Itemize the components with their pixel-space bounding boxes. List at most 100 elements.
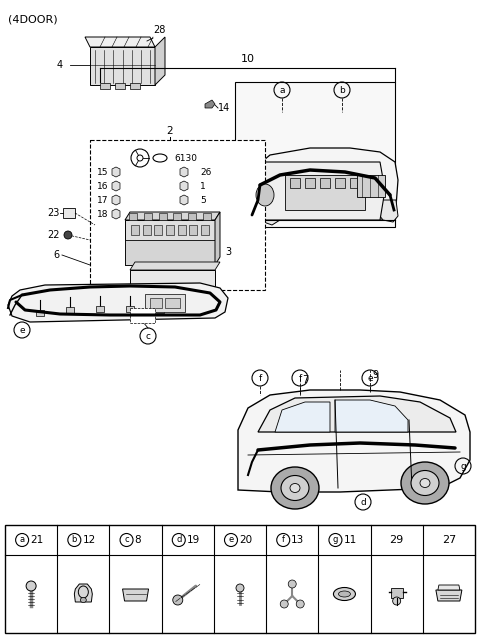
Ellipse shape (290, 484, 300, 493)
Text: 18: 18 (97, 210, 108, 219)
Bar (130, 308, 155, 323)
Bar (36, 310, 44, 316)
Text: 22: 22 (48, 230, 60, 240)
Bar (391, 588, 403, 598)
Text: 19: 19 (187, 535, 200, 545)
Polygon shape (112, 181, 120, 191)
Bar (305, 178, 315, 188)
Polygon shape (74, 584, 92, 602)
Bar (158, 213, 167, 220)
Circle shape (296, 600, 304, 608)
Text: 7: 7 (302, 375, 308, 385)
Text: 14: 14 (218, 103, 230, 113)
Ellipse shape (80, 597, 86, 603)
Bar (156, 307, 164, 313)
Bar (150, 298, 162, 308)
Ellipse shape (338, 591, 350, 597)
Polygon shape (125, 212, 220, 220)
Text: 29: 29 (390, 535, 404, 545)
Bar (130, 270, 215, 300)
Text: 23: 23 (48, 208, 60, 218)
Bar (178, 225, 186, 235)
Polygon shape (112, 167, 120, 177)
Bar (130, 83, 140, 89)
Polygon shape (335, 400, 408, 432)
Bar (143, 225, 151, 235)
Text: 21: 21 (30, 535, 43, 545)
Polygon shape (238, 390, 470, 492)
Text: c: c (145, 332, 151, 341)
Text: 13: 13 (291, 535, 304, 545)
Text: 4: 4 (57, 60, 63, 70)
Text: 11: 11 (344, 535, 357, 545)
Polygon shape (112, 195, 120, 205)
Circle shape (280, 600, 288, 608)
Polygon shape (122, 589, 148, 601)
Bar (357, 175, 385, 197)
Text: d: d (360, 498, 366, 507)
Polygon shape (180, 181, 188, 191)
Bar (165, 298, 180, 308)
Text: 2: 2 (167, 126, 173, 136)
Bar (201, 225, 209, 235)
Bar (125, 240, 215, 265)
Text: e: e (367, 374, 373, 383)
Bar (173, 213, 181, 220)
Text: 9: 9 (372, 370, 378, 380)
Bar (335, 178, 345, 188)
Bar (235, 82, 395, 227)
Polygon shape (180, 167, 188, 177)
Bar (144, 213, 152, 220)
Text: 27: 27 (442, 535, 456, 545)
Text: 15: 15 (97, 167, 108, 176)
Bar (189, 225, 197, 235)
Text: g: g (460, 461, 466, 470)
Polygon shape (275, 402, 330, 432)
Text: 28: 28 (153, 25, 166, 35)
Bar (203, 213, 211, 220)
Text: b: b (339, 86, 345, 95)
Text: 6: 6 (54, 250, 60, 260)
Polygon shape (258, 396, 456, 432)
Ellipse shape (271, 467, 319, 509)
Polygon shape (215, 212, 220, 265)
Ellipse shape (281, 475, 309, 500)
Circle shape (236, 584, 244, 592)
Circle shape (173, 595, 183, 605)
Bar (145, 294, 185, 312)
Bar (155, 225, 162, 235)
Bar (350, 178, 360, 188)
Text: f: f (258, 374, 262, 383)
Bar (129, 213, 137, 220)
Text: 6130: 6130 (174, 153, 197, 162)
Polygon shape (245, 200, 280, 225)
Polygon shape (245, 148, 398, 220)
Bar (100, 83, 110, 89)
Text: 8: 8 (134, 535, 141, 545)
Bar (126, 306, 134, 312)
Ellipse shape (256, 184, 274, 206)
Circle shape (26, 581, 36, 591)
Ellipse shape (334, 587, 356, 601)
Text: 26: 26 (200, 167, 211, 176)
Polygon shape (436, 590, 462, 601)
Text: d: d (176, 535, 181, 544)
Bar (131, 225, 139, 235)
Text: 12: 12 (83, 535, 96, 545)
Polygon shape (155, 37, 165, 85)
Text: 1: 1 (200, 181, 206, 190)
Text: 5: 5 (200, 196, 206, 204)
Bar (125, 220, 215, 265)
Polygon shape (130, 262, 220, 270)
Text: e: e (228, 535, 234, 544)
Bar (5, 525, 475, 633)
Polygon shape (180, 195, 188, 205)
Text: 16: 16 (97, 181, 108, 190)
Polygon shape (112, 209, 120, 219)
Text: a: a (20, 535, 24, 544)
Polygon shape (370, 200, 398, 222)
Text: f: f (282, 535, 285, 544)
Ellipse shape (411, 470, 439, 495)
Text: f: f (299, 374, 301, 383)
Text: (4DOOR): (4DOOR) (8, 14, 58, 24)
